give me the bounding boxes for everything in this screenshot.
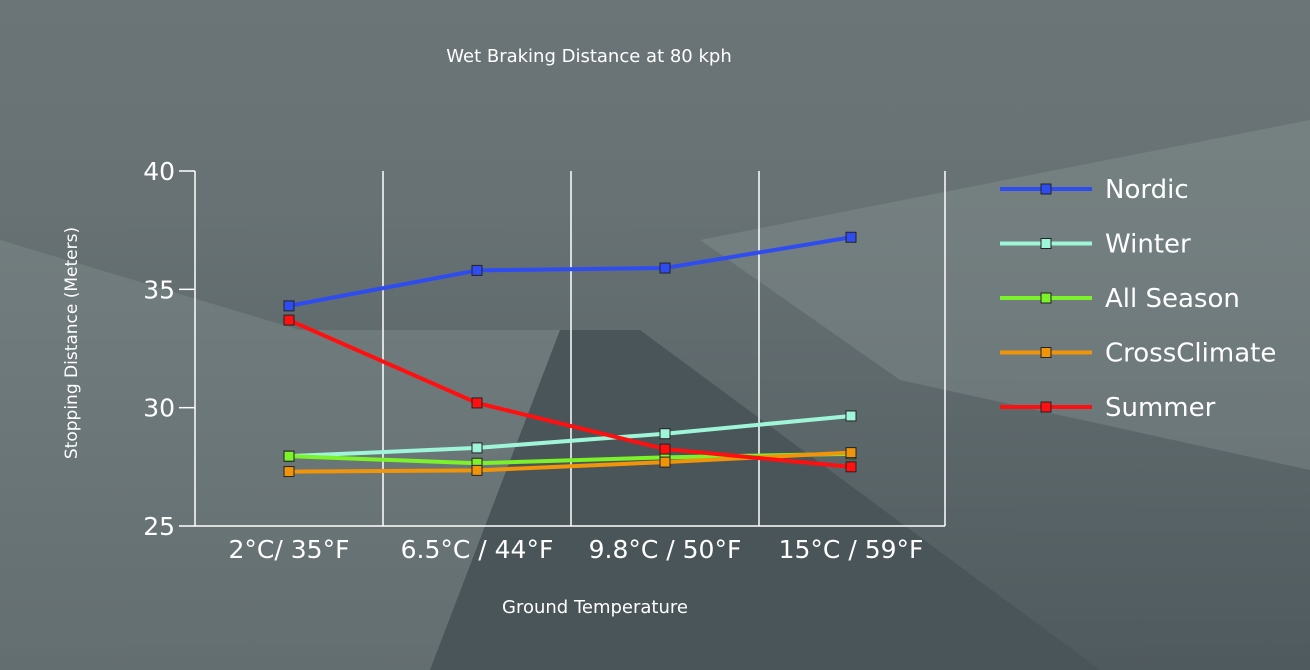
legend-label: Nordic [1105,175,1189,205]
x-tick-label: 15°C / 59°F [779,535,924,564]
x-tick-label: 9.8°C / 50°F [589,535,742,564]
data-point [471,464,483,476]
legend-label: CrossClimate [1105,339,1276,369]
legend-marker [1040,401,1052,413]
x-axis-label: Ground Temperature [502,597,688,618]
data-point [471,442,483,454]
series-summer [283,314,857,473]
series-line [288,413,852,459]
data-point [659,428,671,440]
legend-marker [1040,183,1052,195]
data-point [283,314,295,326]
y-tick-label: 25 [143,512,175,541]
chart-title: Wet Braking Distance at 80 kph [446,46,731,67]
legend-marker [1040,292,1052,304]
data-point [845,447,857,459]
data-point [845,231,857,243]
x-tick-label: 2°C/ 35°F [229,535,350,564]
legend-marker [1040,347,1052,358]
data-point [845,410,857,422]
y-tick-label: 40 [143,157,175,186]
legend-item: Summer [1000,393,1216,423]
data-point [283,466,295,478]
data-point [283,450,295,462]
legend-label: All Season [1105,284,1240,314]
legend-label: Winter [1105,230,1191,260]
data-point [471,264,483,276]
data-point [283,300,295,312]
legend-item: CrossClimate [1000,339,1276,369]
data-point [471,397,483,409]
legend-item: All Season [1000,284,1240,314]
series-line [288,235,852,308]
legend-label: Summer [1105,393,1216,423]
series-line [288,318,852,469]
y-tick-label: 35 [143,275,175,304]
data-point [659,443,671,455]
data-point [659,262,671,274]
y-axis-label: Stopping Distance (Meters) [62,227,82,459]
legend-marker [1040,238,1052,249]
series-nordic [283,231,857,312]
legend-item: Nordic [1000,175,1189,205]
data-point [659,456,671,468]
legend-item: Winter [1000,230,1191,260]
data-point [845,461,857,473]
x-tick-label: 6.5°C / 44°F [401,535,554,564]
y-tick-label: 30 [143,394,175,423]
